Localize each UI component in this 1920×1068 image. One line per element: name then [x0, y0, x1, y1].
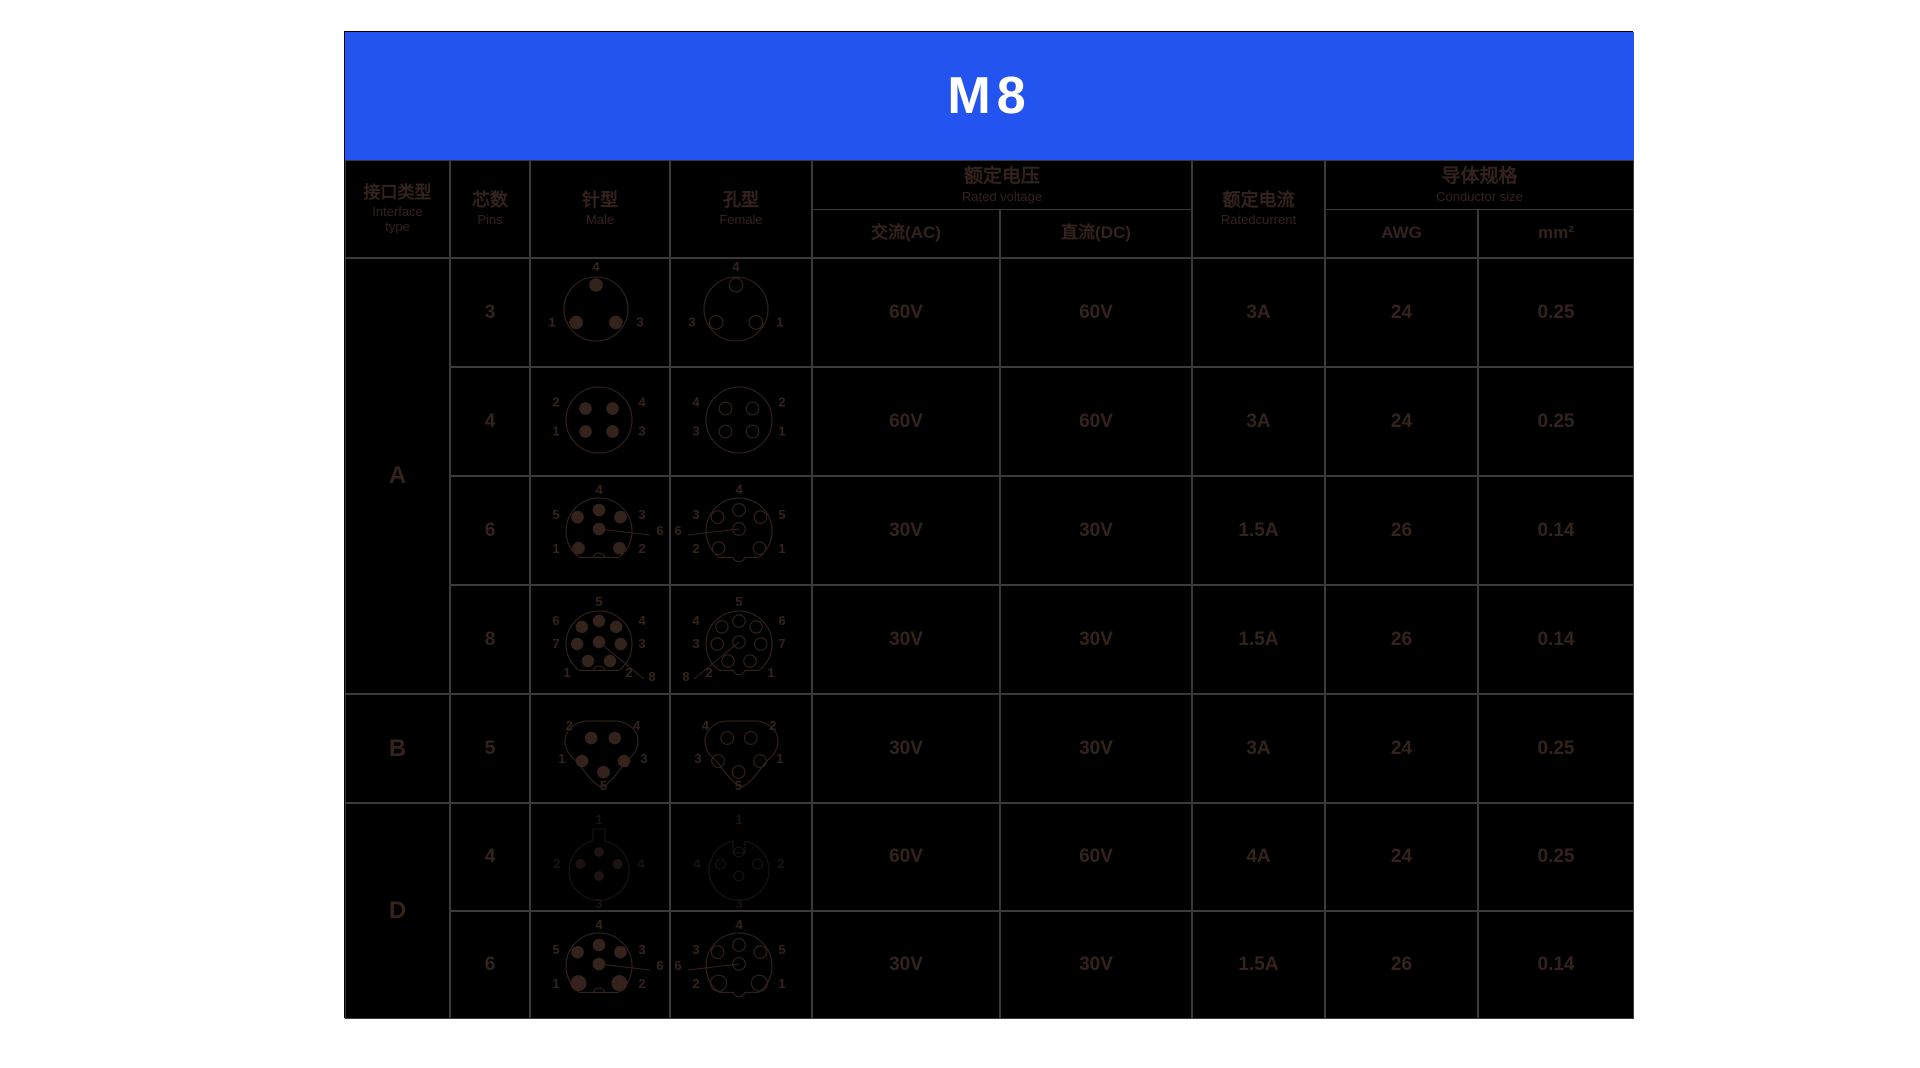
svg-text:5: 5 — [552, 507, 559, 522]
svg-text:1: 1 — [767, 665, 774, 680]
svg-text:3: 3 — [692, 424, 699, 439]
svg-text:3: 3 — [638, 424, 645, 439]
svg-text:4: 4 — [692, 395, 700, 410]
svg-text:8: 8 — [682, 669, 689, 684]
svg-text:3: 3 — [638, 942, 645, 957]
svg-text:4: 4 — [735, 482, 743, 497]
svg-text:8: 8 — [648, 669, 655, 684]
svg-text:1: 1 — [778, 976, 785, 991]
svg-text:4: 4 — [592, 259, 600, 274]
svg-text:1: 1 — [552, 976, 559, 991]
svg-text:6: 6 — [674, 958, 681, 973]
svg-text:5: 5 — [778, 507, 785, 522]
svg-text:2: 2 — [638, 976, 645, 991]
svg-text:7: 7 — [778, 636, 785, 651]
svg-text:1: 1 — [595, 812, 602, 827]
svg-text:4: 4 — [595, 482, 603, 497]
svg-text:7: 7 — [552, 636, 559, 651]
svg-text:3: 3 — [692, 942, 699, 957]
svg-text:4: 4 — [638, 613, 646, 628]
svg-text:3: 3 — [735, 896, 742, 911]
svg-text:4: 4 — [732, 259, 740, 274]
svg-text:1: 1 — [778, 424, 785, 439]
svg-text:6: 6 — [674, 523, 681, 538]
svg-text:5: 5 — [735, 778, 742, 793]
svg-text:4: 4 — [702, 718, 710, 733]
svg-text:3: 3 — [692, 507, 699, 522]
svg-text:1: 1 — [776, 314, 783, 329]
svg-text:1: 1 — [563, 665, 570, 680]
svg-text:6: 6 — [778, 613, 785, 628]
svg-text:2: 2 — [777, 856, 784, 871]
svg-text:3: 3 — [688, 314, 695, 329]
svg-text:4: 4 — [638, 395, 646, 410]
svg-text:2: 2 — [566, 718, 573, 733]
svg-text:5: 5 — [595, 594, 602, 609]
svg-text:2: 2 — [553, 856, 560, 871]
svg-text:5: 5 — [735, 594, 742, 609]
svg-text:6: 6 — [656, 958, 663, 973]
svg-text:1: 1 — [552, 424, 559, 439]
svg-text:6: 6 — [552, 613, 559, 628]
svg-text:1: 1 — [552, 541, 559, 556]
svg-text:2: 2 — [638, 541, 645, 556]
svg-text:2: 2 — [769, 718, 776, 733]
svg-text:5: 5 — [600, 778, 607, 793]
svg-text:2: 2 — [552, 395, 559, 410]
svg-text:4: 4 — [692, 613, 700, 628]
svg-text:1: 1 — [548, 314, 555, 329]
svg-text:3: 3 — [638, 507, 645, 522]
svg-text:3: 3 — [692, 636, 699, 651]
svg-text:4: 4 — [693, 856, 701, 871]
svg-text:4: 4 — [595, 917, 603, 932]
svg-text:3: 3 — [595, 896, 602, 911]
svg-text:1: 1 — [735, 812, 742, 827]
svg-text:4: 4 — [633, 718, 641, 733]
svg-text:5: 5 — [552, 942, 559, 957]
svg-text:3: 3 — [640, 751, 647, 766]
svg-text:3: 3 — [694, 751, 701, 766]
svg-text:6: 6 — [656, 523, 663, 538]
svg-text:4: 4 — [637, 856, 645, 871]
svg-text:4: 4 — [735, 917, 743, 932]
svg-text:2: 2 — [778, 395, 785, 410]
svg-text:3: 3 — [636, 314, 643, 329]
svg-text:1: 1 — [776, 751, 783, 766]
svg-text:1: 1 — [558, 751, 565, 766]
svg-text:2: 2 — [692, 541, 699, 556]
svg-text:1: 1 — [778, 541, 785, 556]
svg-text:2: 2 — [692, 976, 699, 991]
svg-text:3: 3 — [638, 636, 645, 651]
svg-text:5: 5 — [778, 942, 785, 957]
